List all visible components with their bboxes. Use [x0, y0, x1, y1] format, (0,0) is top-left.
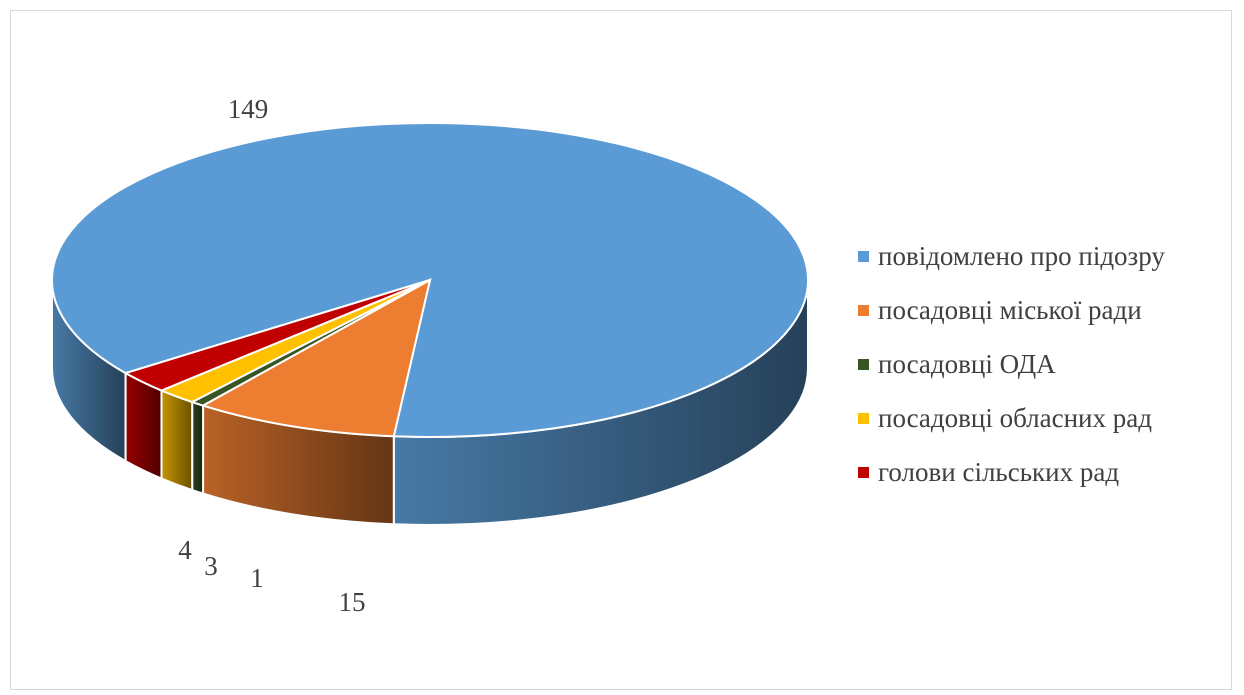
legend-item-4: голови сільських рад: [858, 454, 1165, 490]
legend-swatch-1: [858, 304, 869, 316]
legend-label-1: посадовці міської ради: [878, 294, 1142, 325]
pie-side-3: [160, 388, 194, 492]
legend-item-0: повідомлено про підозру: [858, 238, 1165, 274]
legend-label-3: посадовці обласних рад: [878, 402, 1152, 433]
legend-swatch-0: [858, 250, 869, 262]
data-label-3: 3: [204, 551, 218, 581]
pie-side-2: [191, 400, 205, 495]
legend-label-4: голови сільських рад: [878, 456, 1120, 487]
legend-item-3: посадовці обласних рад: [858, 400, 1165, 436]
legend: повідомлено про підозру посадовці місько…: [858, 238, 1165, 508]
data-label-4: 4: [178, 535, 192, 565]
legend-swatch-2: [858, 358, 869, 370]
data-label-0: 149: [228, 94, 269, 124]
data-label-1: 15: [339, 587, 366, 617]
legend-item-2: посадовці ОДА: [858, 346, 1165, 382]
legend-swatch-3: [858, 412, 869, 424]
legend-label-0: повідомлено про підозру: [878, 240, 1165, 271]
legend-swatch-4: [858, 466, 869, 478]
data-label-2: 1: [250, 563, 264, 593]
pie-slice-4: [123, 279, 431, 392]
legend-label-2: посадовці ОДА: [878, 348, 1056, 379]
pie-slice-1: [200, 278, 432, 438]
legend-item-1: посадовці міської ради: [858, 292, 1165, 328]
